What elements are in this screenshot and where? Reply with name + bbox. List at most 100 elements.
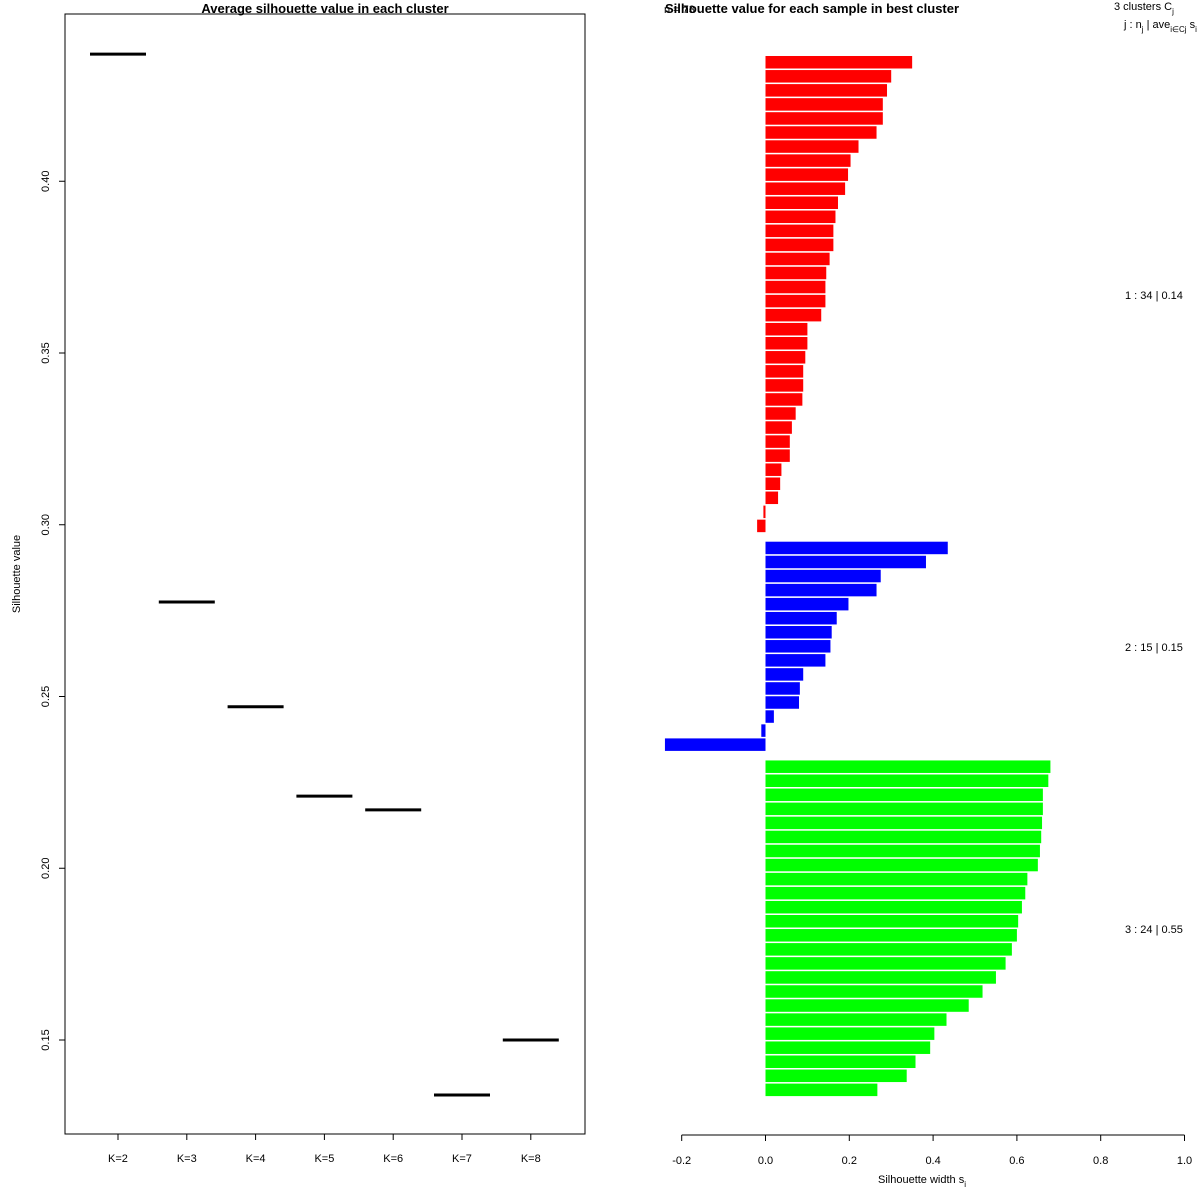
cluster-1-bar <box>765 491 779 505</box>
cluster-2-bar <box>765 682 800 695</box>
left-y-tick-label: 0.35 <box>40 342 52 363</box>
left-y-tick-label: 0.25 <box>40 686 52 707</box>
cluster-2-bar <box>765 611 837 625</box>
left-chart-title: Average silhouette value in each cluster <box>201 1 448 16</box>
cluster-3-label: 3 : 24 | 0.55 <box>1125 924 1183 936</box>
cluster-2-bar <box>761 724 766 737</box>
legend-header-line1: 3 clusters Cj <box>1114 1 1174 16</box>
left-x-axis: K=2 K=3 K=4 K=5 K=6 K=7 K=8 <box>108 1134 541 1165</box>
cluster-1-bar <box>765 140 859 153</box>
cluster-2-bar <box>664 738 766 751</box>
left-x-tick-label: K=6 <box>383 1153 403 1165</box>
cluster-3-bar <box>765 943 1012 956</box>
cluster-1-bar <box>765 421 792 434</box>
cluster-3-bar <box>765 844 1040 858</box>
right-x-tick-label: 0.8 <box>1093 1155 1108 1167</box>
left-data-segments <box>90 52 559 1097</box>
cluster-1-bar <box>765 337 808 350</box>
sample-count-text: n = 73 <box>664 4 695 16</box>
right-x-tick-label: 0.0 <box>758 1155 773 1167</box>
cluster-1-bar <box>765 407 796 420</box>
cluster-1-bar <box>765 322 808 336</box>
left-x-tick-label: K=5 <box>314 1153 334 1165</box>
left-x-tick-label: K=3 <box>177 1153 197 1165</box>
cluster-2-bar <box>765 555 926 569</box>
left-x-tick-label: K=7 <box>452 1153 472 1165</box>
cluster-2-bar <box>765 541 948 555</box>
left-y-axis: 0.15 0.20 0.25 0.30 0.35 0.40 <box>40 171 65 1051</box>
cluster-3-bar <box>765 900 1022 914</box>
cluster-2-bar <box>765 668 804 681</box>
right-panel: n = 73 Silhouette value for each sample … <box>664 1 1197 1189</box>
silhouette-bars <box>664 56 1051 1097</box>
cluster-1-bar <box>765 294 826 308</box>
cluster-1-bar <box>765 154 851 167</box>
cluster-3-bar <box>765 1013 947 1026</box>
cluster-1-bar <box>765 379 804 392</box>
cluster-1-bar <box>765 168 849 181</box>
cluster-1-bar <box>765 238 834 252</box>
cluster-2-bar <box>765 626 832 639</box>
cluster-1-bar <box>765 266 827 280</box>
cluster-3-bar <box>765 872 1028 886</box>
right-x-tick-label: -0.2 <box>672 1155 691 1167</box>
cluster-1-bar <box>765 84 888 97</box>
cluster-2-bar <box>765 654 826 667</box>
cluster-2-label: 2 : 15 | 0.15 <box>1125 642 1183 654</box>
cluster-1-bar <box>765 98 883 111</box>
cluster-1-bar <box>765 280 826 294</box>
left-x-tick-label: K=2 <box>108 1153 128 1165</box>
cluster-1-bar <box>765 126 877 139</box>
cluster-1-bar <box>765 463 782 476</box>
cluster-2-bar <box>765 710 774 723</box>
cluster-3-bar <box>765 999 969 1012</box>
cluster-1-bar <box>765 56 913 69</box>
left-y-tick-label: 0.40 <box>40 171 52 192</box>
cluster-3-bar <box>765 985 983 998</box>
cluster-3-bar <box>765 1041 931 1054</box>
cluster-1-bar <box>765 112 883 125</box>
right-x-tick-label: 0.4 <box>925 1155 940 1167</box>
cluster-1-bar <box>765 224 834 238</box>
cluster-2-bar <box>765 696 800 709</box>
cluster-3-bar <box>765 929 1017 942</box>
cluster-3-bar <box>765 1083 878 1097</box>
cluster-1-label: 1 : 34 | 0.14 <box>1125 290 1183 302</box>
cluster-1-bar <box>765 351 806 364</box>
cluster-3-bar <box>765 760 1051 773</box>
cluster-3-bar <box>765 1027 935 1040</box>
right-x-tick-label: 1.0 <box>1177 1155 1192 1167</box>
cluster-3-bar <box>765 802 1043 816</box>
left-y-tick-label: 0.15 <box>40 1029 52 1050</box>
cluster-2-bar <box>765 597 849 611</box>
cluster-labels: 1 : 34 | 0.14 2 : 15 | 0.15 3 : 24 | 0.55 <box>1125 290 1183 936</box>
cluster-1-bar <box>765 477 781 490</box>
cluster-3-bar <box>765 886 1026 900</box>
right-x-tick-label: 0.6 <box>1009 1155 1024 1167</box>
right-x-axis: -0.2 0.0 0.2 0.4 0.6 0.8 1.0 <box>672 1134 1192 1167</box>
cluster-1-bar <box>763 505 766 519</box>
right-x-tick-label: 0.2 <box>842 1155 857 1167</box>
cluster-1-bar <box>765 365 804 378</box>
cluster-3-bar <box>765 957 1006 970</box>
left-plot-frame <box>64 13 586 1135</box>
cluster-3-bar <box>765 915 1019 928</box>
left-y-tick-label: 0.20 <box>40 858 52 879</box>
cluster-1-bar <box>765 196 838 209</box>
cluster-1-bar <box>765 393 803 406</box>
cluster-3-bar <box>765 1055 916 1068</box>
left-panel: Average silhouette value in each cluster… <box>11 1 586 1165</box>
cluster-1-bar <box>765 70 892 83</box>
cluster-1-bar <box>765 182 846 195</box>
left-y-axis-label: Silhouette value <box>11 535 23 613</box>
left-x-tick-label: K=4 <box>246 1153 266 1165</box>
cluster-2-bar <box>765 569 881 583</box>
cluster-1-bar <box>765 308 822 322</box>
cluster-2-bar <box>765 583 877 597</box>
cluster-1-bar <box>765 210 836 224</box>
cluster-1-bar <box>765 252 830 266</box>
left-y-tick-label: 0.30 <box>40 514 52 535</box>
cluster-1-bar <box>765 435 790 448</box>
cluster-3-bar <box>765 1069 907 1083</box>
cluster-3-bar <box>765 816 1043 830</box>
